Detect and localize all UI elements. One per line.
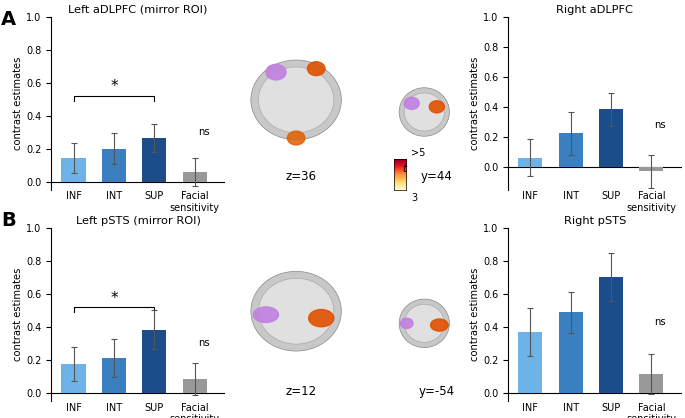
Bar [558,133,583,167]
Bar [639,374,663,393]
Text: y=44: y=44 [421,170,453,183]
Ellipse shape [399,299,449,348]
Y-axis label: contrast estimates: contrast estimates [14,57,23,150]
Bar [518,332,543,393]
Text: *: * [110,79,118,94]
Text: z=12: z=12 [286,385,316,398]
Text: z=36: z=36 [286,170,316,183]
Ellipse shape [251,60,341,140]
Bar [142,329,166,393]
Title: Left pSTS (mirror ROI): Left pSTS (mirror ROI) [75,216,201,226]
Ellipse shape [401,318,413,329]
Ellipse shape [253,307,279,322]
Ellipse shape [429,101,445,113]
Title: Right pSTS: Right pSTS [564,216,626,226]
Text: t: t [402,164,406,174]
Text: *: * [110,291,118,306]
Ellipse shape [431,319,448,331]
Text: 3: 3 [411,193,417,203]
Title: Left aDLPFC (mirror ROI): Left aDLPFC (mirror ROI) [68,5,208,15]
Ellipse shape [399,88,449,136]
Text: A: A [1,10,16,29]
Ellipse shape [251,271,341,351]
Ellipse shape [287,131,305,145]
Bar [639,167,663,171]
Text: >5: >5 [411,148,425,158]
Title: Right aDLPFC: Right aDLPFC [556,5,633,15]
Bar [182,379,207,393]
Ellipse shape [404,93,445,131]
Y-axis label: contrast estimates: contrast estimates [470,268,480,361]
Text: ns: ns [198,127,210,137]
Ellipse shape [404,97,419,110]
Bar [599,110,623,167]
Ellipse shape [266,64,286,80]
Ellipse shape [309,309,334,327]
Bar [102,357,126,393]
Y-axis label: contrast estimates: contrast estimates [470,57,480,150]
Text: ns: ns [655,120,667,130]
Bar [62,158,86,182]
Bar [182,172,207,182]
Ellipse shape [308,62,325,76]
Ellipse shape [258,278,334,344]
Bar [558,312,583,393]
Ellipse shape [404,304,445,342]
Bar [518,158,543,167]
Bar [102,149,126,182]
Bar [62,364,86,393]
Text: ns: ns [655,317,667,327]
Y-axis label: contrast estimates: contrast estimates [14,268,23,361]
Text: y=-54: y=-54 [419,385,455,398]
Bar [142,138,166,182]
Text: B: B [1,211,16,230]
Bar [599,277,623,393]
Text: ns: ns [198,339,210,349]
Ellipse shape [258,67,334,133]
